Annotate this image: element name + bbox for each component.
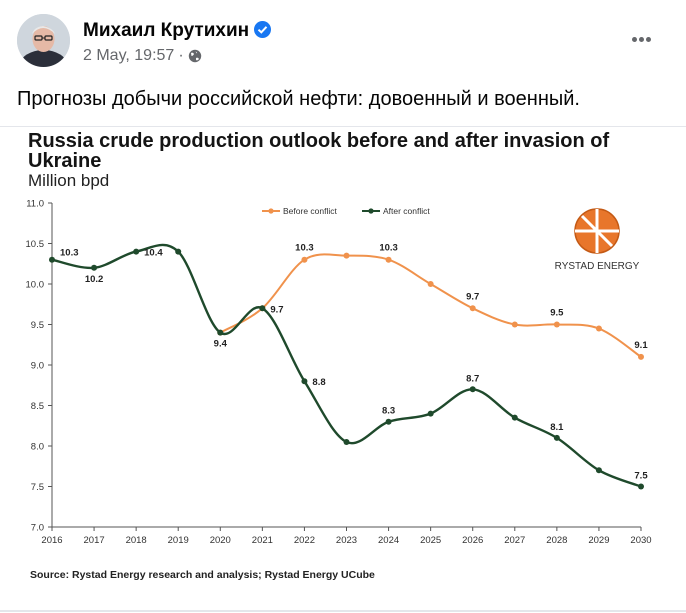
after-conflict-point [175, 248, 182, 255]
rystad-logo-cross [575, 209, 619, 253]
verified-badge-icon [254, 21, 272, 38]
after-conflict-point [259, 305, 266, 312]
post-text: Прогнозы добычи российской нефти: довоен… [17, 88, 580, 110]
y-tick-label: 7.5 [31, 482, 44, 493]
rystad-logo-text: RYSTAD ENERGY [555, 261, 640, 272]
before-conflict-point [343, 252, 350, 259]
after-conflict-data-label: 8.7 [466, 373, 479, 384]
globe-icon[interactable] [188, 49, 202, 68]
before-conflict-data-label: 9.7 [466, 291, 479, 302]
before-conflict-point [427, 281, 434, 287]
before-conflict-data-label: 10.3 [295, 243, 314, 254]
x-tick-label: 2021 [252, 535, 273, 546]
x-tick-label: 2016 [41, 535, 62, 546]
more-options-icon[interactable] [631, 28, 659, 52]
after-conflict-point [301, 378, 308, 385]
after-conflict-data-label: 8.3 [382, 406, 395, 417]
after-conflict-data-label: 8.1 [550, 422, 564, 433]
chart-source: Source: Rystad Energy research and analy… [30, 569, 375, 581]
y-tick-label: 9.0 [31, 361, 44, 372]
before-conflict-data-label: 10.3 [379, 243, 398, 254]
post-date[interactable]: 2 May, 19:57 [83, 47, 175, 64]
after-conflict-point [511, 414, 518, 421]
x-tick-label: 2017 [84, 535, 105, 546]
x-tick-label: 2030 [630, 535, 651, 546]
x-tick-label: 2026 [462, 535, 483, 546]
x-tick-label: 2025 [420, 535, 441, 546]
x-tick-label: 2023 [336, 535, 357, 546]
after-conflict-data-label: 10.4 [144, 248, 163, 259]
before-conflict-point [595, 325, 602, 332]
before-conflict-legend-marker [268, 208, 274, 214]
after-conflict-data-label: 8.8 [312, 377, 325, 388]
before-conflict-point [638, 353, 644, 360]
after-conflict-point [469, 386, 476, 393]
post-meta: 2 May, 19:57 · [83, 47, 202, 68]
y-tick-label: 11.0 [26, 199, 44, 210]
y-tick-label: 9.5 [31, 320, 44, 331]
after-conflict-point [385, 418, 392, 425]
after-conflict-point [217, 329, 224, 336]
after-conflict-data-label: 9.4 [214, 339, 228, 350]
chart-title: Russia crude production outlook before a… [28, 130, 610, 172]
after-conflict-line [51, 243, 642, 488]
after-conflict-data-label: 7.5 [634, 471, 648, 482]
y-tick-label: 8.5 [31, 401, 44, 412]
meta-separator: · [178, 47, 184, 64]
author-name[interactable]: Михаил Крутихин [83, 20, 272, 42]
before-conflict-legend-label: Before conflict [283, 206, 337, 216]
author-name-text[interactable]: Михаил Крутихин [83, 20, 250, 41]
x-tick-label: 2028 [546, 535, 567, 546]
x-tick-label: 2020 [210, 535, 231, 546]
before-conflict-data-label: 9.1 [634, 340, 648, 351]
after-conflict-point [91, 264, 98, 271]
after-conflict-point [553, 434, 560, 441]
post-divider [0, 610, 686, 612]
before-conflict-point [469, 305, 476, 312]
after-conflict-point [49, 256, 55, 263]
y-tick-label: 7.0 [31, 523, 44, 534]
x-tick-label: 2018 [126, 535, 147, 546]
after-conflict-legend-marker [368, 208, 374, 214]
after-conflict-data-label: 9.7 [270, 304, 283, 315]
after-conflict-data-label: 10.3 [60, 248, 79, 259]
before-conflict-point [385, 256, 392, 263]
after-conflict-legend-label: After conflict [383, 206, 430, 216]
after-conflict-point [595, 467, 602, 474]
chart-ylabel: Million bpd [28, 171, 110, 190]
after-conflict-data-label: 10.2 [85, 274, 104, 285]
x-tick-label: 2029 [588, 535, 609, 546]
y-tick-label: 10.5 [26, 239, 45, 250]
after-conflict-point [343, 438, 350, 445]
before-conflict-point [511, 321, 518, 328]
post-header: Михаил Крутихин 2 May, 19:57 · [17, 14, 667, 74]
before-conflict-point [301, 256, 308, 263]
line-chart: 7.0 7.5 8.0 8.5 9.0 9.5 10.0 10.5 11.0 2016 2017 20… [26, 199, 652, 547]
post-image[interactable]: Russia crude production outlook before a… [0, 126, 686, 613]
y-tick-label: 8.0 [31, 442, 44, 453]
x-tick-label: 2027 [504, 535, 525, 546]
avatar[interactable] [17, 14, 70, 67]
x-tick-label: 2019 [168, 535, 189, 546]
x-tick-label: 2022 [294, 535, 315, 546]
after-conflict-point [638, 483, 644, 490]
x-tick-label: 2024 [378, 535, 399, 546]
before-conflict-point [553, 321, 560, 328]
y-tick-label: 10.0 [26, 280, 45, 291]
before-conflict-data-label: 9.5 [550, 308, 564, 319]
after-conflict-point [133, 248, 140, 255]
after-conflict-point [427, 410, 434, 417]
